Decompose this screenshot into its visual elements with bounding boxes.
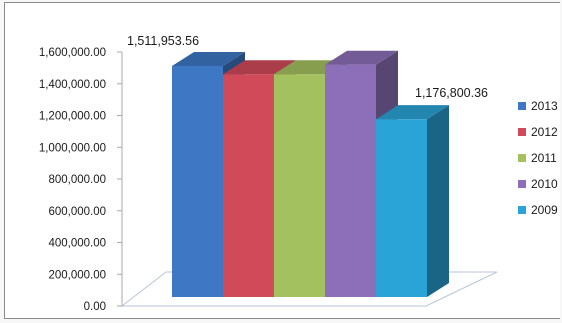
bar-top-2012	[223, 60, 296, 75]
legend-swatch-2009	[518, 206, 526, 214]
bar-front-2010	[325, 64, 376, 297]
y-tick-label: 1,200,000.00	[39, 111, 106, 123]
bar-top-2009	[376, 105, 449, 120]
bar-top-2010	[325, 50, 398, 65]
y-tick-label: 1,000,000.00	[39, 142, 106, 154]
legend-swatch-2011	[518, 154, 526, 162]
legend-swatch-2013	[518, 102, 526, 110]
legend-swatch-2012	[518, 128, 526, 136]
floor-plane	[120, 271, 498, 307]
bar-top-2013	[172, 51, 245, 66]
legend-label-2010: 2010	[531, 177, 558, 191]
bar-2009	[376, 105, 449, 297]
data-label-2009: 1,176,800.36	[415, 86, 488, 100]
legend-swatch-2010	[518, 180, 526, 188]
y-tick-label: 1,600,000.00	[39, 47, 106, 59]
y-tick-label: 1,400,000.00	[39, 79, 106, 91]
bar-front-2013	[172, 65, 223, 297]
bar-front-2012	[223, 74, 274, 297]
legend-label-2009: 2009	[531, 203, 558, 217]
y-tick-label: 800,000.00	[48, 174, 106, 186]
y-tick-label: 200,000.00	[48, 269, 106, 281]
data-label-2013: 1,511,953.56	[127, 34, 199, 48]
y-tick-label: 600,000.00	[48, 206, 106, 218]
bar-front-2011	[274, 74, 325, 297]
legend-label-2013: 2013	[531, 99, 558, 113]
y-tick-label: 400,000.00	[48, 238, 106, 250]
bar-front-2009	[376, 119, 427, 297]
legend-label-2012: 2012	[531, 125, 558, 139]
y-tick-label: 0.00	[84, 301, 106, 313]
legend-label-2011: 2011	[531, 151, 557, 165]
bar-side-2009	[427, 105, 449, 297]
